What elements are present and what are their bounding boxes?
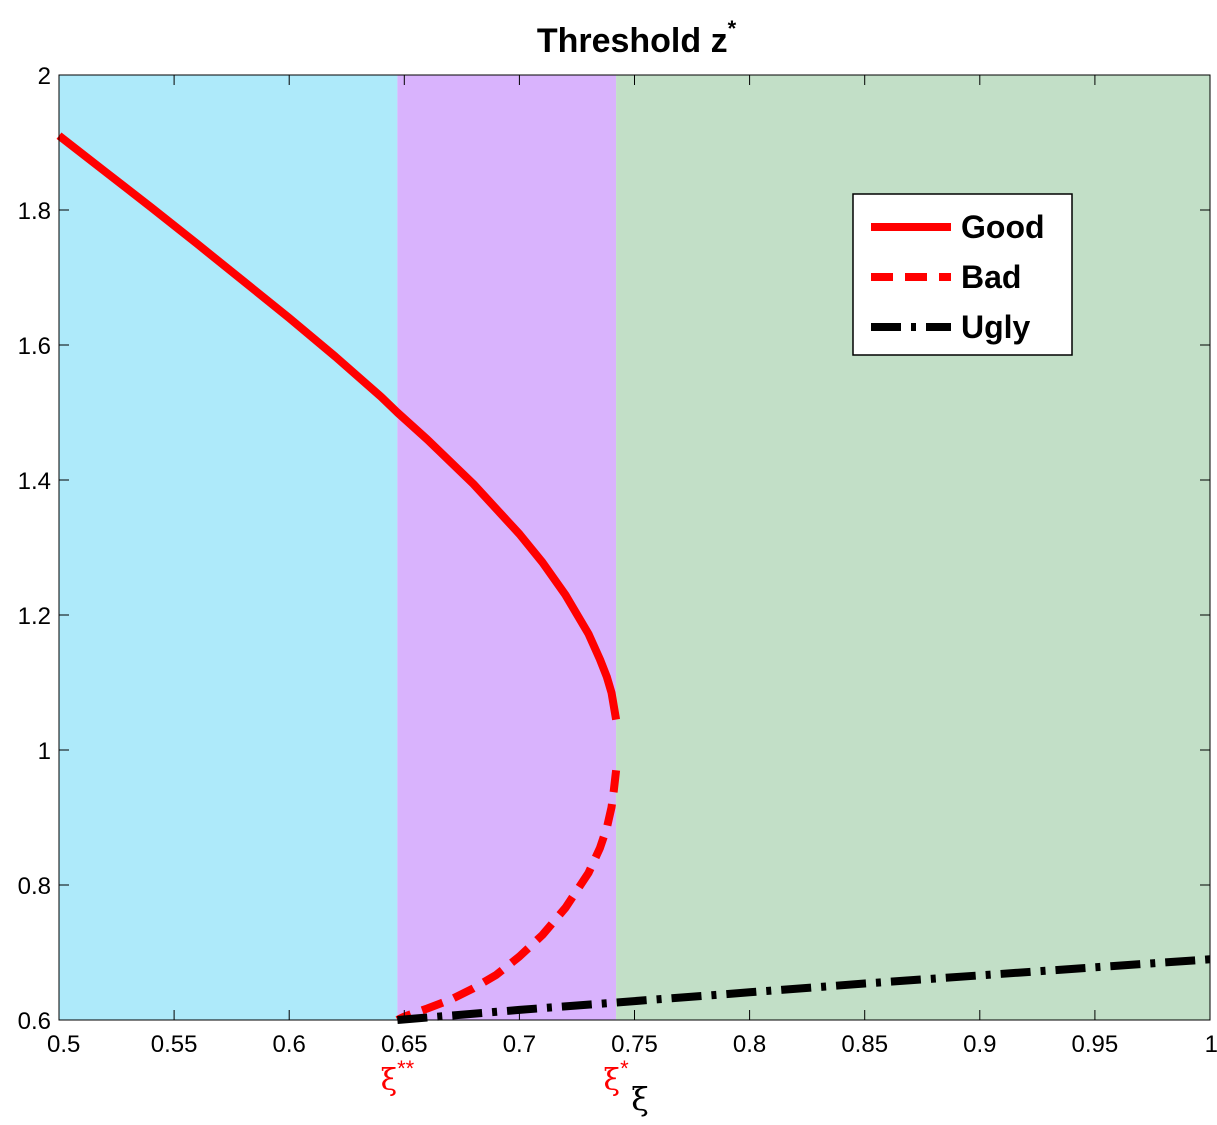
- xi-annotations: ξ** ξ*: [381, 1056, 630, 1098]
- legend-label-ugly: Ugly: [961, 309, 1031, 345]
- y-tick-label: 1.8: [18, 198, 51, 225]
- legend-label-good: Good: [961, 209, 1045, 245]
- y-tick-label: 0.8: [18, 873, 51, 900]
- x-tick-label: 0.55: [151, 1031, 198, 1058]
- x-tick-label: 0.6: [273, 1031, 306, 1058]
- chart-title: Threshold z*: [537, 16, 737, 60]
- legend: Good Bad Ugly: [852, 193, 1073, 356]
- y-tick-label: 2: [38, 63, 51, 90]
- y-tick-label: 1.6: [18, 333, 51, 360]
- y-tick-label: 1: [38, 738, 51, 765]
- x-tick-label: 0.8: [733, 1031, 766, 1058]
- series-line-good: [56, 132, 621, 721]
- x-tick-label: 0.65: [381, 1031, 428, 1058]
- y-tick-label: 1.4: [18, 468, 51, 495]
- region-0: [59, 75, 398, 1020]
- series-line-bad: [395, 769, 621, 1024]
- shaded-regions: [59, 75, 1210, 1020]
- series-line-ugly: [397, 955, 1211, 1024]
- xi-annotation-0: ξ**: [381, 1056, 415, 1098]
- xi-annotation-superscript: *: [620, 1056, 629, 1081]
- xi-annotation-symbol: ξ: [604, 1063, 621, 1098]
- xi-annotation-symbol: ξ: [381, 1063, 398, 1098]
- axis-ticks: [58, 74, 1211, 1021]
- x-tick-label: 1: [1205, 1031, 1217, 1058]
- legend-label-bad: Bad: [961, 259, 1021, 295]
- y-tick-labels: 0.6 0.8 1 1.2 1.4 1.6 1.8 2: [18, 63, 51, 1035]
- y-tick-label: 1.2: [18, 603, 51, 630]
- y-tick-label: 0.6: [18, 1008, 51, 1035]
- x-tick-label: 0.5: [47, 1031, 80, 1058]
- x-tick-label: 0.95: [1072, 1031, 1119, 1058]
- xi-annotation-1: ξ*: [604, 1056, 630, 1098]
- x-tick-label: 0.7: [503, 1031, 536, 1058]
- xi-annotation-superscript: **: [397, 1056, 415, 1081]
- x-tick-label: 0.85: [841, 1031, 888, 1058]
- x-tick-labels: 0.5 0.55 0.6 0.65 0.7 0.75 0.8 0.85 0.9 0.95 1: [47, 1031, 1217, 1058]
- x-tick-label: 0.9: [963, 1031, 996, 1058]
- series-layer: [56, 132, 1211, 1024]
- x-axis-label: ξ: [631, 1080, 649, 1118]
- x-tick-label: 0.75: [611, 1031, 658, 1058]
- region-1: [397, 75, 617, 1020]
